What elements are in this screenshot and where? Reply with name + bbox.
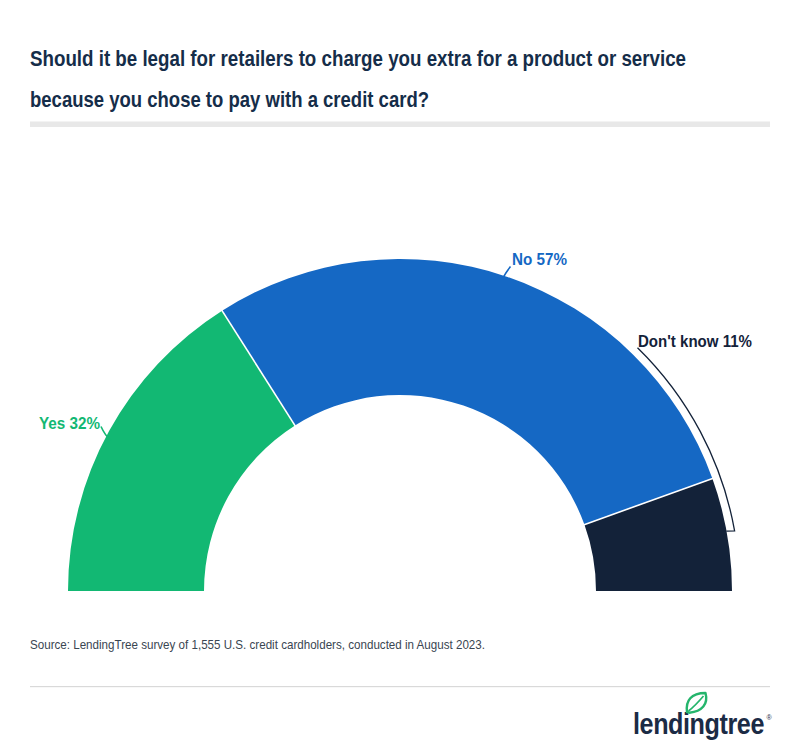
label-dont-know: Don't know 11% bbox=[638, 332, 752, 351]
label-no: No 57% bbox=[512, 250, 567, 269]
footer-divider bbox=[30, 686, 770, 687]
label-yes: Yes 32% bbox=[39, 414, 100, 433]
source-note: Source: LendingTree survey of 1,555 U.S.… bbox=[30, 637, 485, 652]
chart-title-line-2: because you chose to pay with a credit c… bbox=[30, 87, 429, 112]
chart-title-line-1: Should it be legal for retailers to char… bbox=[30, 46, 686, 71]
title-divider bbox=[30, 122, 770, 128]
chart-figure: Should it be legal for retailers to char… bbox=[0, 0, 800, 753]
logo-registered-mark: ® bbox=[767, 714, 773, 721]
logo-wordmark: lendingtree bbox=[633, 707, 764, 740]
